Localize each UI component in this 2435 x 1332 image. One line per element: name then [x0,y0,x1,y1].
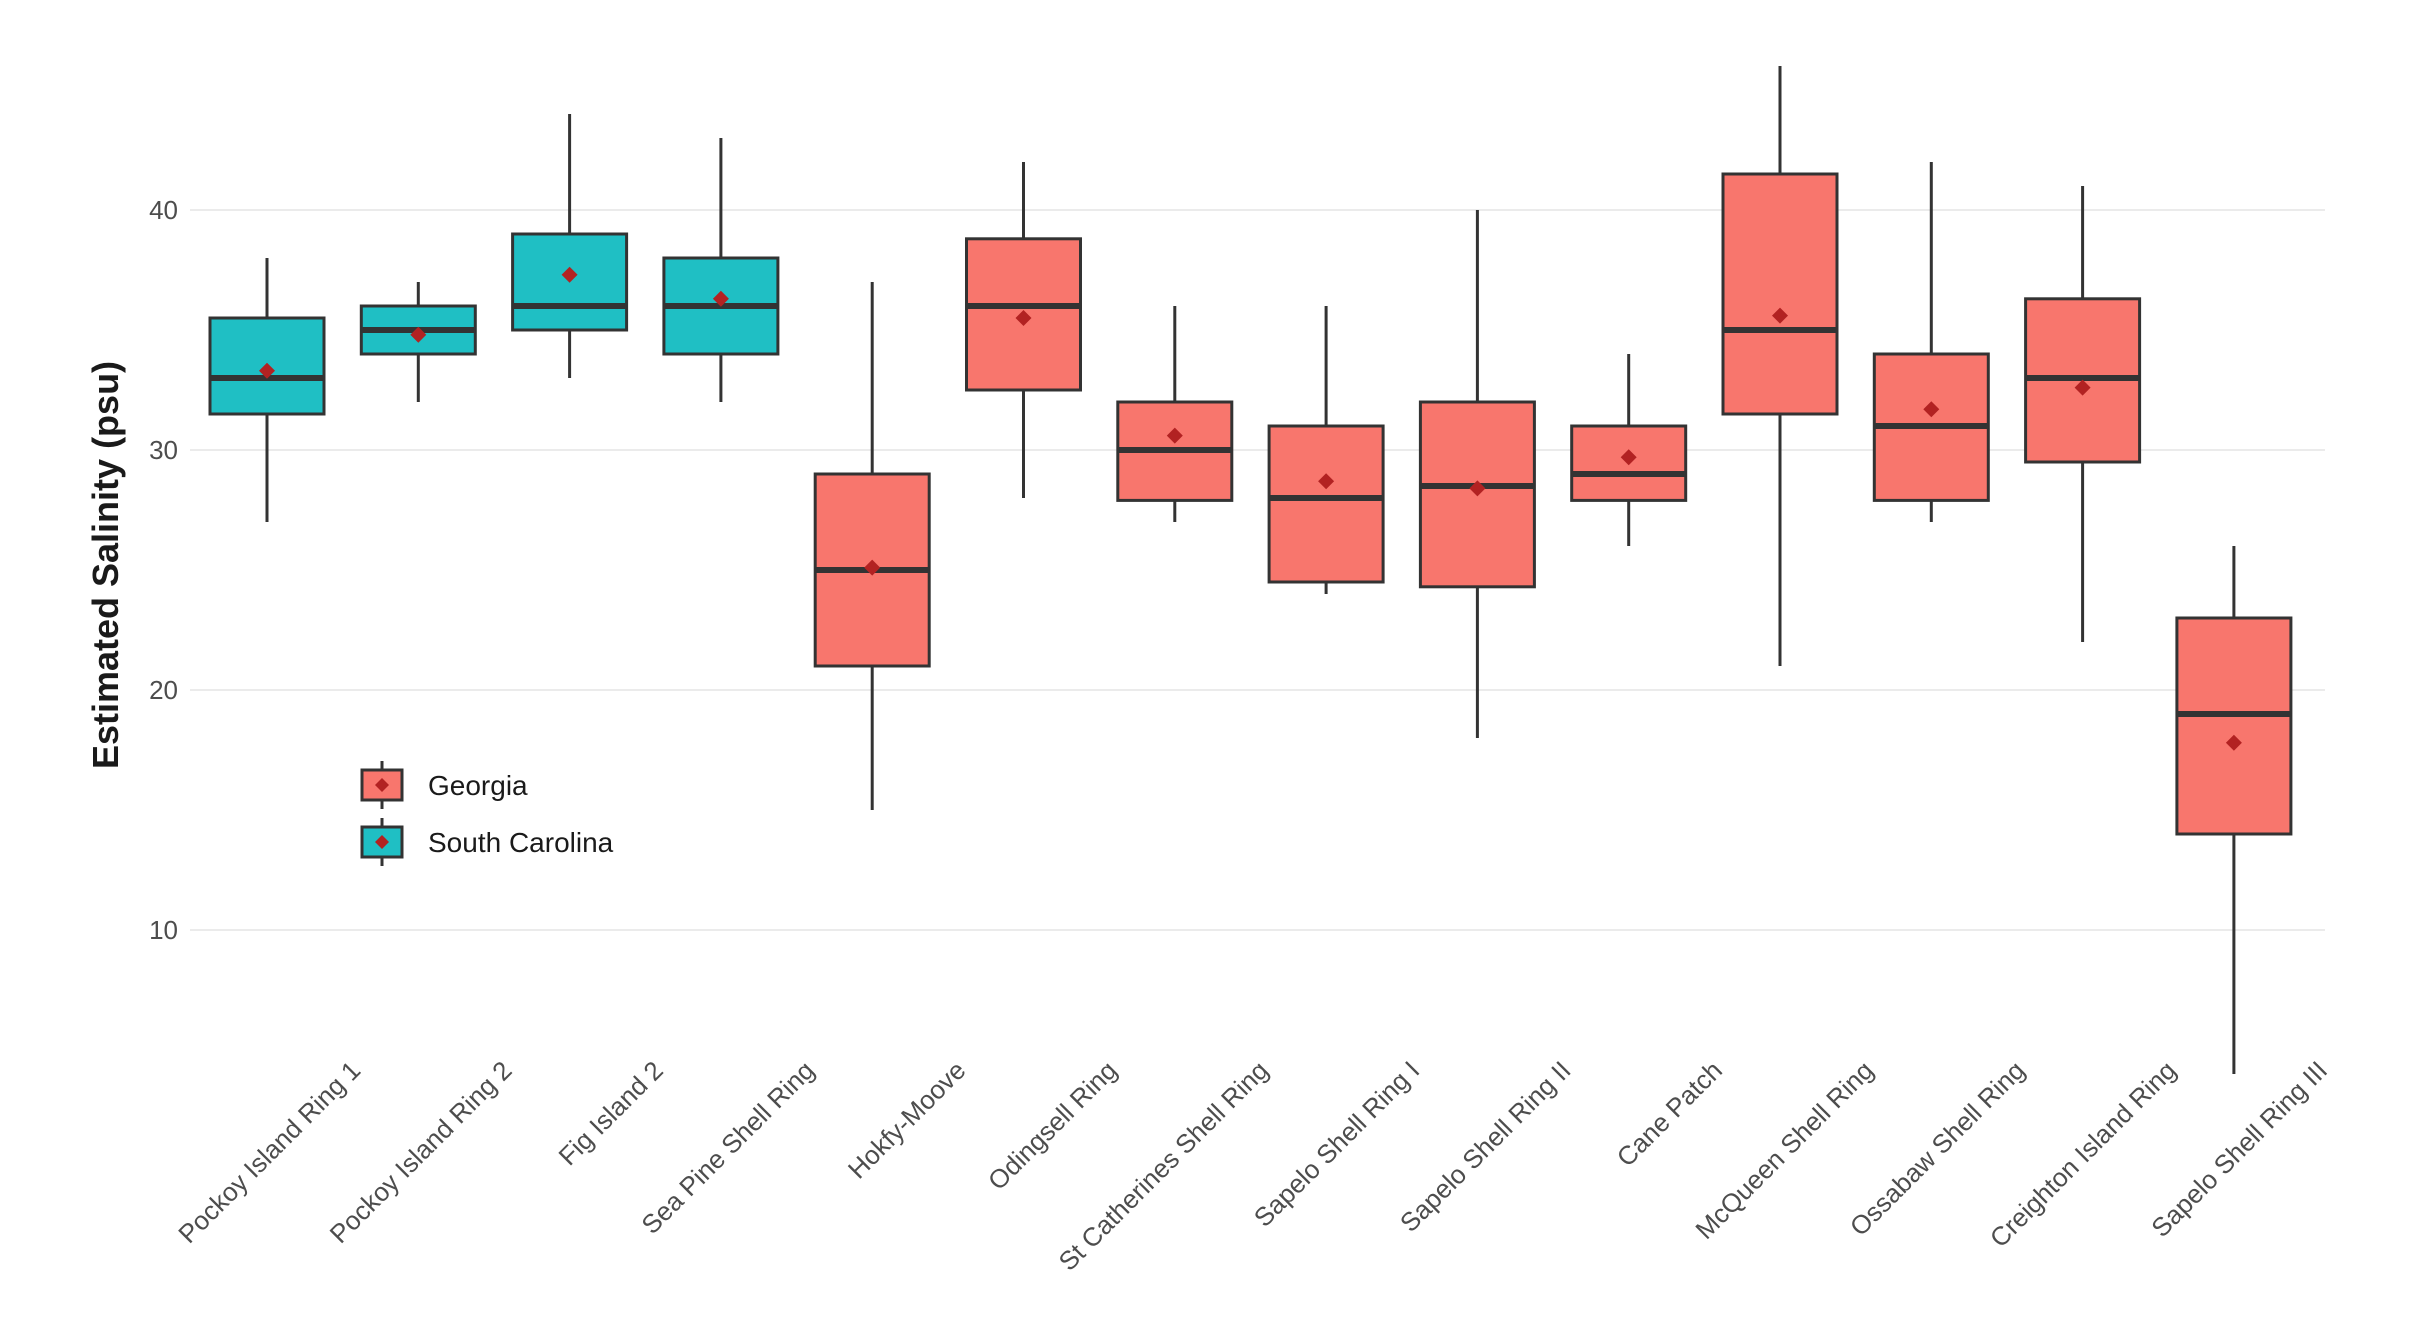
iqr-box [208,316,326,416]
boxes [208,66,2293,1074]
box-5 [813,282,931,810]
box-3 [511,114,629,378]
box-9 [1418,210,1536,738]
mean-marker [1015,310,1032,326]
legend-item: South Carolina [360,818,614,866]
iqr-box [2175,616,2293,836]
legend-swatch [360,825,404,859]
y-tick-label: 20 [149,675,178,705]
y-tick-label: 30 [149,435,178,465]
mean-marker [1923,401,1940,418]
iqr-box [1267,424,1385,584]
mean-marker [561,266,578,283]
box-13 [2024,186,2142,642]
x-tick-label: Sapelo Shell Ring II [1394,1055,1577,1238]
mean-marker [1166,427,1183,444]
legend-item: Georgia [360,761,528,809]
box-12 [1872,162,1990,522]
mean-marker [1620,449,1637,466]
mean-marker [1469,480,1486,497]
box-7 [1116,306,1234,522]
y-tick-labels: 10 20 30 40 [149,195,178,945]
x-tick-label: Hokfy-Moove [842,1055,972,1185]
legend-label: South Carolina [428,827,614,858]
y-tick-label: 40 [149,195,178,225]
box-8 [1267,306,1385,594]
box-11 [1721,66,1839,666]
y-axis-title: Estimated Salinity (psu) [85,361,126,769]
box-2 [359,282,477,402]
box-6 [965,162,1082,498]
legend-label: Georgia [428,770,528,801]
grid-lines [190,209,2325,931]
box-4 [662,138,780,402]
mean-marker [259,362,275,379]
x-tick-label: Fig Island 2 [553,1055,669,1171]
mean-marker [410,326,427,343]
box-14 [2175,546,2293,1074]
x-tick-label: Sapelo Shell Ring I [1248,1055,1426,1233]
mean-marker [1772,307,1788,324]
x-tick-label: Cane Patch [1611,1055,1728,1172]
box-10 [1570,354,1688,546]
mean-marker [712,290,729,307]
x-tick-label: Odingsell Ring [982,1055,1123,1196]
mean-marker [1318,473,1335,490]
box-1 [208,258,326,522]
legend: Georgia South Carolina [360,761,614,866]
legend-mean-marker [375,835,389,849]
iqr-box [1721,172,1839,416]
mean-marker [2225,734,2242,751]
legend-mean-marker [375,778,389,792]
y-tick-label: 10 [149,915,178,945]
mean-marker [864,559,881,576]
mean-marker [2074,379,2091,396]
x-tick-label: Sea Pine Shell Ring [635,1055,820,1240]
